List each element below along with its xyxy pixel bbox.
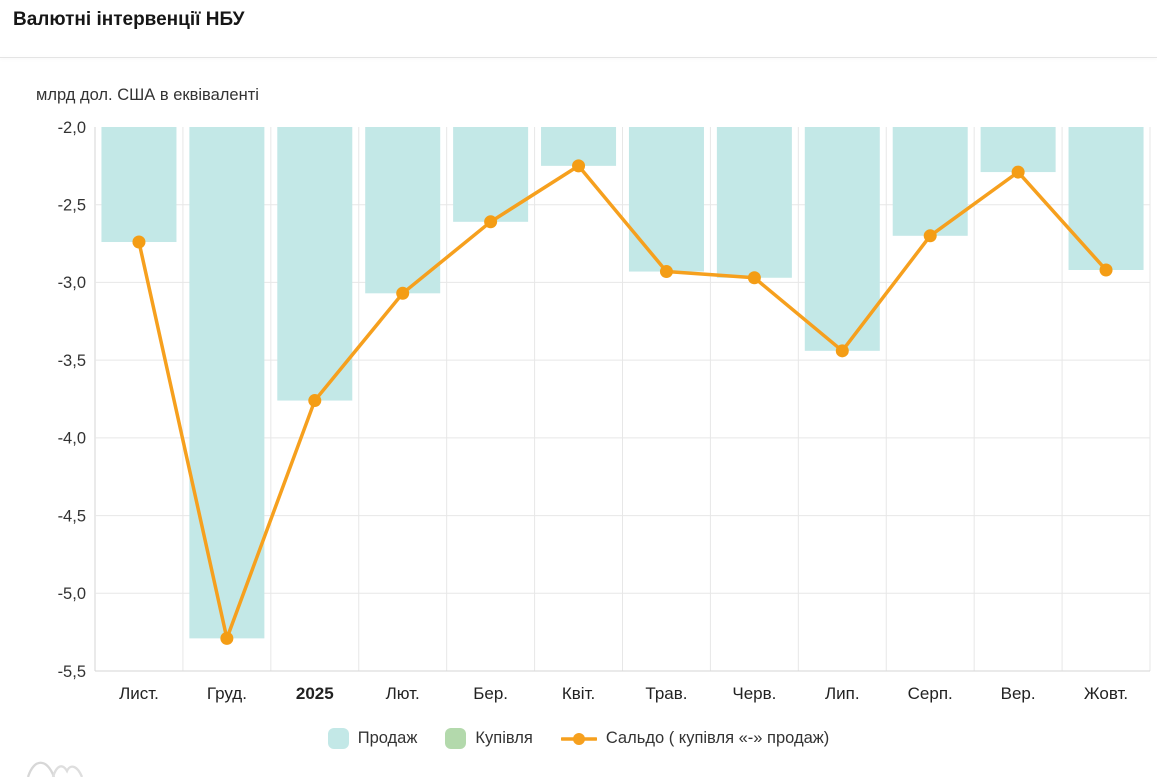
x-axis-label: 2025 [296,684,334,703]
legend-item-purchase[interactable]: Купівля [445,728,533,749]
x-axis-label: Бер. [473,684,508,703]
x-axis-label: Лип. [825,684,860,703]
x-axis-label: Жовт. [1084,684,1128,703]
balance-marker[interactable] [572,159,586,173]
y-axis-unit-label: млрд дол. США в еквіваленті [36,86,259,104]
chart-legend: Продаж Купівля Сальдо ( купівля «-» продаж… [0,728,1157,749]
x-axis-label: Серп. [908,684,953,703]
x-axis-label: Лист. [119,684,159,703]
legend-label: Продаж [357,729,418,747]
legend-line-marker-icon [560,732,597,745]
balance-marker[interactable] [396,286,410,300]
x-axis-label: Квіт. [562,684,595,703]
x-axis-label: Груд. [207,684,247,703]
header-divider [0,57,1157,58]
legend-label: Купівля [475,729,533,747]
watermark-logo [26,761,84,777]
x-axis-label: Лют. [386,684,420,703]
bar-sale[interactable] [101,127,177,243]
bar-sale[interactable] [892,127,968,236]
balance-line [137,164,1108,641]
balance-marker[interactable] [747,271,761,285]
bar-sale[interactable] [716,127,792,278]
bar-sale[interactable] [453,127,529,222]
balance-marker[interactable] [923,229,937,243]
y-tick-label: -2,5 [58,196,86,214]
legend-item-sale[interactable]: Продаж [327,728,418,749]
page-title: Валютні інтервенції НБУ [13,9,245,30]
x-axis-label: Трав. [645,684,687,703]
bar-sale[interactable] [365,127,441,294]
balance-marker[interactable] [132,235,146,249]
bar-sale[interactable] [980,127,1056,173]
bar-sale[interactable] [1068,127,1144,270]
balance-marker[interactable] [1011,165,1025,179]
y-tick-label: -4,0 [58,430,86,448]
balance-marker[interactable] [308,394,322,408]
bar-sale[interactable] [804,127,880,351]
balance-marker[interactable] [835,344,849,358]
legend-swatch-icon [327,728,349,749]
balance-marker[interactable] [484,215,498,229]
y-tick-label: -5,5 [58,663,86,681]
y-tick-label: -3,0 [58,274,86,292]
legend-item-balance[interactable]: Сальдо ( купівля «-» продаж) [560,729,830,748]
bar-sale[interactable] [189,127,265,639]
bar-sale[interactable] [277,127,353,401]
x-axis-label: Вер. [1001,684,1036,703]
bar-sale[interactable] [628,127,704,272]
balance-marker[interactable] [220,631,234,645]
balance-marker[interactable] [1099,263,1113,277]
y-tick-label: -4,5 [58,507,86,525]
chart-plot-area[interactable]: -2,0 -2,5 -3,0 -3,5 -4,0 -4,5 -5,0 -5,5 Лист. Гру… [0,110,1157,710]
legend-label: Сальдо ( купівля «-» продаж) [605,729,830,747]
y-tick-label: -3,5 [58,352,86,370]
chart-svg: -2,0 -2,5 -3,0 -3,5 -4,0 -4,5 -5,0 -5,5 Лист. Гру… [58,119,1151,703]
y-tick-label: -5,0 [58,585,86,603]
legend-swatch-icon [445,728,467,749]
x-axis-label: Черв. [732,684,776,703]
balance-marker[interactable] [659,265,673,279]
y-tick-label: -2,0 [58,119,86,137]
